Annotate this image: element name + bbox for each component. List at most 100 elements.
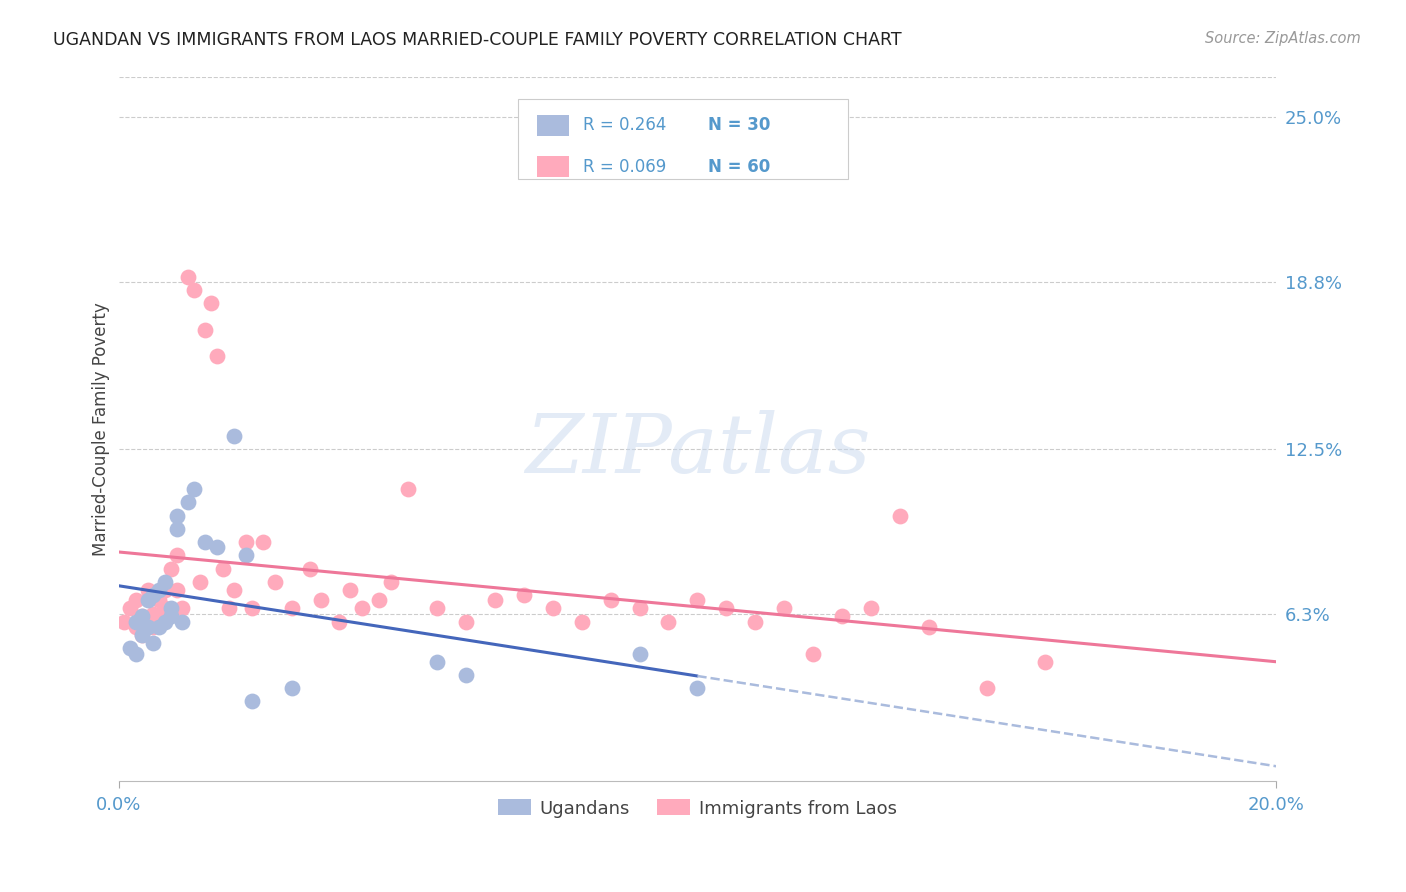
Text: UGANDAN VS IMMIGRANTS FROM LAOS MARRIED-COUPLE FAMILY POVERTY CORRELATION CHART: UGANDAN VS IMMIGRANTS FROM LAOS MARRIED-…	[53, 31, 903, 49]
Point	[541, 601, 564, 615]
Point	[142, 636, 165, 650]
Point	[114, 615, 136, 629]
Point	[125, 647, 148, 661]
Point	[571, 615, 593, 629]
Point	[166, 549, 188, 563]
Point	[177, 269, 200, 284]
Point	[159, 561, 181, 575]
Point	[686, 681, 709, 695]
Text: N = 60: N = 60	[707, 158, 770, 176]
Text: ZIPatlas: ZIPatlas	[524, 410, 870, 491]
Bar	[537, 156, 569, 178]
Point	[240, 694, 263, 708]
Point	[240, 601, 263, 615]
Point	[183, 283, 205, 297]
Point	[298, 561, 321, 575]
Point	[166, 522, 188, 536]
Point	[153, 615, 176, 629]
Point	[172, 601, 194, 615]
Point	[454, 615, 477, 629]
Point	[309, 593, 332, 607]
Point	[380, 574, 402, 589]
FancyBboxPatch shape	[517, 98, 848, 179]
Point	[183, 482, 205, 496]
Point	[281, 681, 304, 695]
Text: N = 30: N = 30	[707, 116, 770, 135]
Point	[918, 620, 941, 634]
Point	[211, 561, 233, 575]
Point	[235, 549, 257, 563]
Point	[153, 574, 176, 589]
Point	[368, 593, 391, 607]
Point	[889, 508, 911, 523]
Point	[153, 601, 176, 615]
Point	[125, 620, 148, 634]
Point	[148, 582, 170, 597]
Point	[148, 620, 170, 634]
Point	[860, 601, 883, 615]
Point	[200, 296, 222, 310]
Point	[188, 574, 211, 589]
Point	[218, 601, 240, 615]
Point	[339, 582, 361, 597]
Point	[801, 647, 824, 661]
Point	[136, 620, 159, 634]
Point	[120, 641, 142, 656]
Point	[166, 582, 188, 597]
Point	[172, 615, 194, 629]
Point	[426, 655, 449, 669]
Point	[628, 601, 651, 615]
Point	[454, 667, 477, 681]
Point	[136, 615, 159, 629]
Point	[205, 541, 228, 555]
Point	[142, 620, 165, 634]
Point	[148, 593, 170, 607]
Point	[125, 615, 148, 629]
Point	[396, 482, 419, 496]
Point	[159, 609, 181, 624]
Text: Source: ZipAtlas.com: Source: ZipAtlas.com	[1205, 31, 1361, 46]
Point	[773, 601, 796, 615]
Point	[159, 601, 181, 615]
Point	[153, 582, 176, 597]
Point	[120, 601, 142, 615]
Point	[513, 588, 536, 602]
Text: R = 0.264: R = 0.264	[583, 116, 666, 135]
Point	[657, 615, 679, 629]
Point	[194, 535, 217, 549]
Point	[686, 593, 709, 607]
Text: R = 0.069: R = 0.069	[583, 158, 666, 176]
Point	[484, 593, 506, 607]
Point	[142, 607, 165, 621]
Point	[136, 582, 159, 597]
Point	[166, 508, 188, 523]
Point	[194, 323, 217, 337]
Point	[350, 601, 373, 615]
Point	[131, 628, 153, 642]
Point	[136, 593, 159, 607]
Point	[716, 601, 738, 615]
Point	[177, 495, 200, 509]
Point	[976, 681, 998, 695]
Point	[281, 601, 304, 615]
Point	[125, 593, 148, 607]
Point	[831, 609, 853, 624]
Point	[328, 615, 350, 629]
Point	[224, 582, 246, 597]
Legend: Ugandans, Immigrants from Laos: Ugandans, Immigrants from Laos	[491, 792, 904, 825]
Point	[599, 593, 621, 607]
Point	[131, 609, 153, 624]
Point	[131, 628, 153, 642]
Point	[205, 349, 228, 363]
Point	[1033, 655, 1056, 669]
Point	[628, 647, 651, 661]
Point	[131, 609, 153, 624]
Point	[426, 601, 449, 615]
Point	[142, 588, 165, 602]
Point	[252, 535, 274, 549]
Point	[148, 609, 170, 624]
Bar	[537, 115, 569, 136]
Point	[744, 615, 766, 629]
Point	[264, 574, 287, 589]
Point	[235, 535, 257, 549]
